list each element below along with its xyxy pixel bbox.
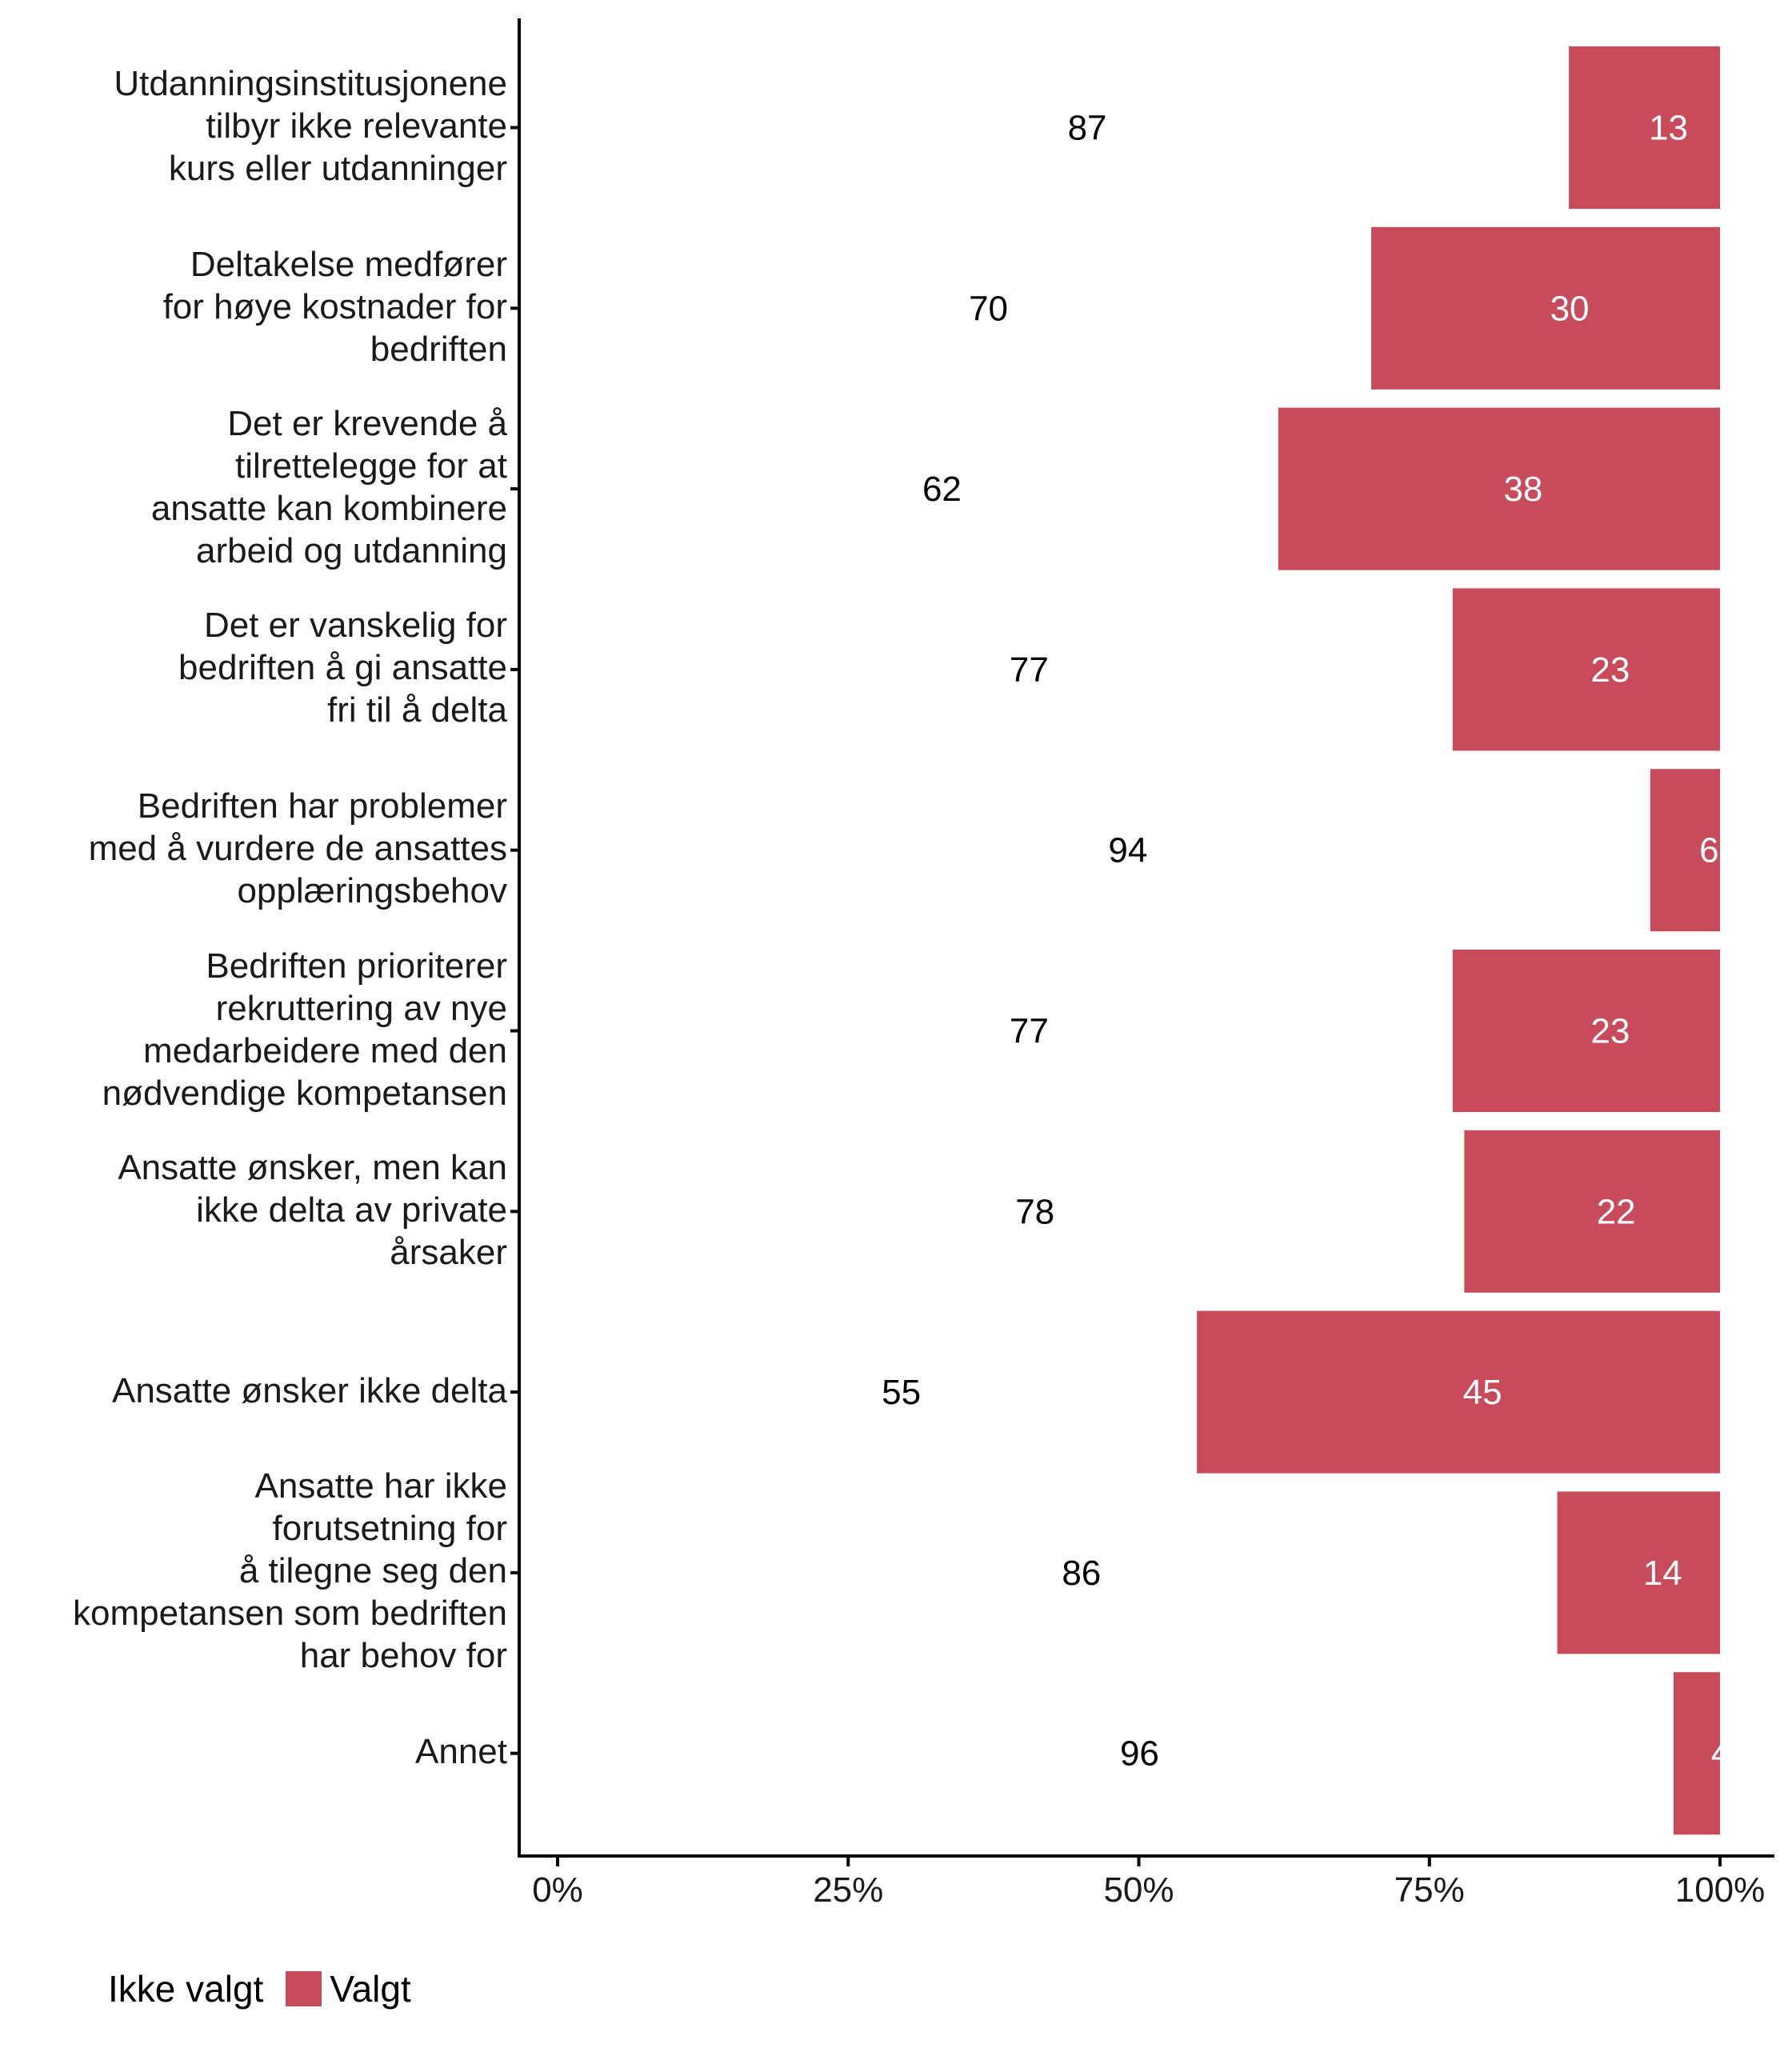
legend-label-ikke-valgt: Ikke valgt xyxy=(108,1968,264,2010)
value-label-ikke-valgt-3: 77 xyxy=(1010,650,1049,690)
y-tick-label-line: kurs eller utdanninger xyxy=(168,149,507,188)
y-tick-label-line: fri til å delta xyxy=(327,690,507,730)
axes-layer xyxy=(518,18,1774,1858)
y-tick-label-line: Ansatte ønsker ikke delta xyxy=(111,1370,507,1410)
bar-valgt-8 xyxy=(1557,1491,1720,1654)
y-tick-label-line: Det er vanskelig for xyxy=(203,606,507,646)
x-tick-label-50: 50% xyxy=(1103,1870,1174,1910)
bar-ikke-valgt-3 xyxy=(558,588,1453,750)
bar-valgt-7 xyxy=(1197,1310,1720,1474)
x-tick-label-100: 100% xyxy=(1675,1870,1766,1910)
value-label-ikke-valgt-2: 62 xyxy=(922,470,962,509)
y-tick-label-4: Bedriften har problemer med å vurdere de … xyxy=(89,785,507,912)
bar-ikke-valgt-9 xyxy=(558,1672,1674,1834)
value-label-valgt-4: 6 xyxy=(1699,831,1718,870)
y-tick-label-line: kompetansen som bedriften xyxy=(73,1594,507,1634)
y-tick-label-line: tilbyr ikke relevante xyxy=(206,106,507,146)
y-tick-label-6: Ansatte ønsker, men kan ikke delta av pri… xyxy=(118,1146,507,1274)
y-tick-label-line: rekruttering av nye xyxy=(215,988,507,1028)
value-label-valgt-1: 30 xyxy=(1550,289,1590,328)
value-label-valgt-7: 45 xyxy=(1463,1373,1502,1412)
bar-valgt-0 xyxy=(1569,46,1720,209)
y-tick-label-line: bedriften å gi ansatte xyxy=(178,648,507,688)
value-label-valgt-9: 4 xyxy=(1711,1734,1730,1774)
y-tick-label-line: årsaker xyxy=(390,1232,507,1272)
y-tick-label-line: nødvendige kompetansen xyxy=(102,1073,507,1113)
bars-layer xyxy=(558,46,1720,1835)
legend-item-ikke-valgt: Ikke valgt xyxy=(64,1967,286,2010)
y-tick-label-line: Bedriften har problemer xyxy=(137,786,507,826)
y-tick-label-line: Utdanningsinstitusjonene xyxy=(114,64,507,103)
bar-ikke-valgt-2 xyxy=(558,408,1278,570)
x-tick-label-0: 0% xyxy=(532,1870,583,1910)
bar-labels-layer: 87 13 70 30 62 38 77 23 94 6 77 23 78 22 55 45 86 14 96 4 xyxy=(882,109,1730,1774)
y-ticks-layer xyxy=(510,126,519,1755)
y-tick-label-2: Det er krevende å tilrettelegge for at ans… xyxy=(151,402,507,572)
y-tick-label-9: Annet xyxy=(415,1730,507,1773)
y-tick-label-7: Ansatte ønsker ikke delta xyxy=(112,1370,507,1412)
y-tick-label-line: ansatte kan kombinere xyxy=(150,489,507,529)
value-label-valgt-6: 22 xyxy=(1597,1192,1636,1231)
bar-valgt-4 xyxy=(1650,769,1720,932)
bar-valgt-5 xyxy=(1452,950,1720,1112)
y-tick-label-line: Bedriften prioriterer xyxy=(206,946,507,986)
value-label-valgt-5: 23 xyxy=(1590,1012,1630,1051)
y-tick-label-1: Deltakelse medfører for høye kostnader fo… xyxy=(163,243,507,370)
y-tick-label-line: for høye kostnader for xyxy=(162,286,507,326)
value-label-valgt-2: 38 xyxy=(1503,470,1542,509)
legend-key-ikke-valgt xyxy=(64,1971,100,2006)
value-label-ikke-valgt-7: 55 xyxy=(882,1373,921,1412)
bar-valgt-1 xyxy=(1371,226,1720,390)
bar-valgt-2 xyxy=(1278,407,1720,570)
y-tick-label-0: Utdanningsinstitusjonene tilbyr ikke rele… xyxy=(114,62,507,190)
y-tick-label-line: med å vurdere de ansattes xyxy=(88,829,507,869)
y-tick-label-line: arbeid og utdanning xyxy=(196,531,507,571)
x-tick-label-25: 25% xyxy=(813,1870,883,1910)
y-tick-label-line: medarbeidere med den xyxy=(143,1030,507,1070)
y-tick-label-3: Det er vanskelig for bedriften å gi ansat… xyxy=(178,604,507,731)
y-tick-label-8: Ansatte har ikke forutsetning for å tilegn… xyxy=(73,1465,507,1677)
bar-valgt-9 xyxy=(1673,1672,1720,1835)
y-tick-label-line: forutsetning for xyxy=(272,1509,508,1549)
legend: Ikke valgt Valgt xyxy=(64,1966,434,2011)
y-tick-label-line: Deltakelse medfører xyxy=(190,244,507,284)
bar-ikke-valgt-4 xyxy=(558,769,1650,931)
bar-ikke-valgt-5 xyxy=(558,950,1453,1112)
x-ticks-layer: 0% 25% 50% 75% 100% xyxy=(532,1858,1765,1910)
value-label-ikke-valgt-4: 94 xyxy=(1108,831,1147,870)
y-tick-label-line: å tilegne seg den xyxy=(238,1551,507,1591)
value-label-valgt-3: 23 xyxy=(1590,650,1630,690)
value-label-ikke-valgt-0: 87 xyxy=(1068,109,1107,148)
legend-item-valgt: Valgt xyxy=(286,1967,433,2010)
x-tick-label-75: 75% xyxy=(1394,1870,1465,1910)
bar-ikke-valgt-6 xyxy=(558,1130,1464,1293)
y-tick-label-line: tilrettelegge for at xyxy=(235,446,507,486)
value-label-ikke-valgt-1: 70 xyxy=(969,289,1008,328)
value-label-valgt-0: 13 xyxy=(1649,109,1688,148)
bar-ikke-valgt-7 xyxy=(558,1311,1197,1474)
y-tick-label-line: Annet xyxy=(415,1732,507,1772)
value-label-valgt-8: 14 xyxy=(1643,1554,1682,1593)
y-tick-label-line: Ansatte ønsker, men kan xyxy=(118,1147,507,1187)
y-tick-label-line: Ansatte har ikke xyxy=(254,1466,508,1506)
bar-valgt-3 xyxy=(1452,588,1720,751)
bar-valgt-6 xyxy=(1464,1130,1720,1293)
value-label-ikke-valgt-5: 77 xyxy=(1010,1012,1049,1051)
value-label-ikke-valgt-9: 96 xyxy=(1120,1734,1159,1774)
bar-ikke-valgt-8 xyxy=(558,1491,1558,1654)
legend-key-valgt xyxy=(286,1971,322,2006)
legend-label-valgt: Valgt xyxy=(330,1968,411,2010)
bar-ikke-valgt-0 xyxy=(558,46,1569,209)
y-tick-label-line: har behov for xyxy=(299,1636,507,1676)
y-tick-label-line: Det er krevende å xyxy=(227,404,507,444)
value-label-ikke-valgt-6: 78 xyxy=(1015,1192,1054,1231)
y-tick-label-line: bedriften xyxy=(370,329,507,369)
bar-ikke-valgt-1 xyxy=(558,227,1371,390)
y-tick-label-line: ikke delta av private xyxy=(196,1190,507,1230)
value-label-ikke-valgt-8: 86 xyxy=(1062,1554,1101,1593)
y-tick-label-5: Bedriften prioriterer rekruttering av nye… xyxy=(102,945,507,1114)
y-tick-label-line: opplæringsbehov xyxy=(237,871,507,911)
